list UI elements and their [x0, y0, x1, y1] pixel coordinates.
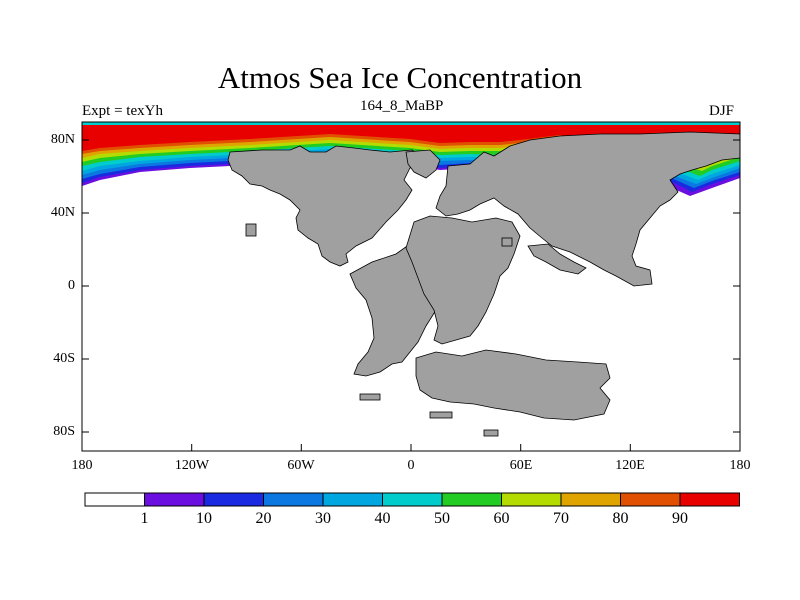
y-tick-label: 40S — [53, 351, 75, 366]
map-title: Atmos Sea Ice Concentration — [217, 60, 583, 95]
colorbar-box-0 — [84, 492, 145, 507]
x-tick-label: 180 — [71, 458, 93, 473]
colorbar — [84, 492, 740, 507]
land-north-america — [227, 145, 426, 267]
colorbar-box-1 — [144, 492, 205, 507]
colorbar-box-9 — [620, 492, 681, 507]
y-tick-label: 40N — [50, 205, 75, 220]
colorbar-box-2 — [203, 492, 264, 507]
colorbar-label: 60 — [493, 510, 510, 527]
y-tick-label: 0 — [68, 278, 75, 293]
land-masses — [227, 131, 741, 437]
land-eastern-block — [527, 243, 587, 275]
x-tick-label: 60W — [287, 458, 315, 473]
colorbar-box-5 — [382, 492, 443, 507]
colorbar-label: 20 — [255, 510, 272, 527]
land-island-2 — [429, 411, 453, 419]
land-island-3 — [483, 429, 499, 437]
x-tick-label: 180 — [729, 458, 751, 473]
x-tick-label: 0 — [407, 458, 415, 473]
colorbar-box-4 — [322, 492, 383, 507]
map-ticks — [81, 139, 741, 451]
colorbar-label: 1 — [140, 510, 149, 527]
land-africa — [405, 215, 521, 345]
land-island-1 — [359, 393, 381, 401]
y-tick-label: 80S — [53, 424, 75, 439]
x-tick-label: 120W — [174, 458, 210, 473]
experiment-label: Expt = texYh — [82, 103, 163, 119]
time-period-label: 164_8_MaBP — [360, 98, 444, 114]
ice-band-50 — [82, 122, 740, 125]
colorbar-label: 90 — [672, 510, 688, 527]
colorbar-label: 10 — [196, 510, 212, 527]
colorbar-label: 70 — [553, 510, 569, 527]
x-tick-label: 120E — [615, 458, 645, 473]
land-island-5 — [501, 237, 513, 247]
colorbar-box-6 — [441, 492, 502, 507]
colorbar-label: 40 — [374, 510, 391, 527]
y-tick-label: 80N — [50, 132, 75, 147]
colorbar-label: 30 — [315, 510, 331, 527]
colorbar-label: 80 — [612, 510, 629, 527]
season-label: DJF — [709, 103, 735, 119]
land-greenland — [405, 149, 441, 179]
ice-contour-max — [82, 125, 740, 156]
land-southern-continent — [415, 349, 611, 421]
colorbar-box-8 — [560, 492, 621, 507]
land-eurasia — [435, 131, 741, 287]
colorbar-box-3 — [263, 492, 324, 507]
colorbar-label: 50 — [434, 510, 450, 527]
colorbar-box-10 — [679, 492, 740, 507]
x-tick-label: 60E — [509, 458, 533, 473]
land-island-4 — [245, 223, 257, 237]
colorbar-box-7 — [501, 492, 562, 507]
